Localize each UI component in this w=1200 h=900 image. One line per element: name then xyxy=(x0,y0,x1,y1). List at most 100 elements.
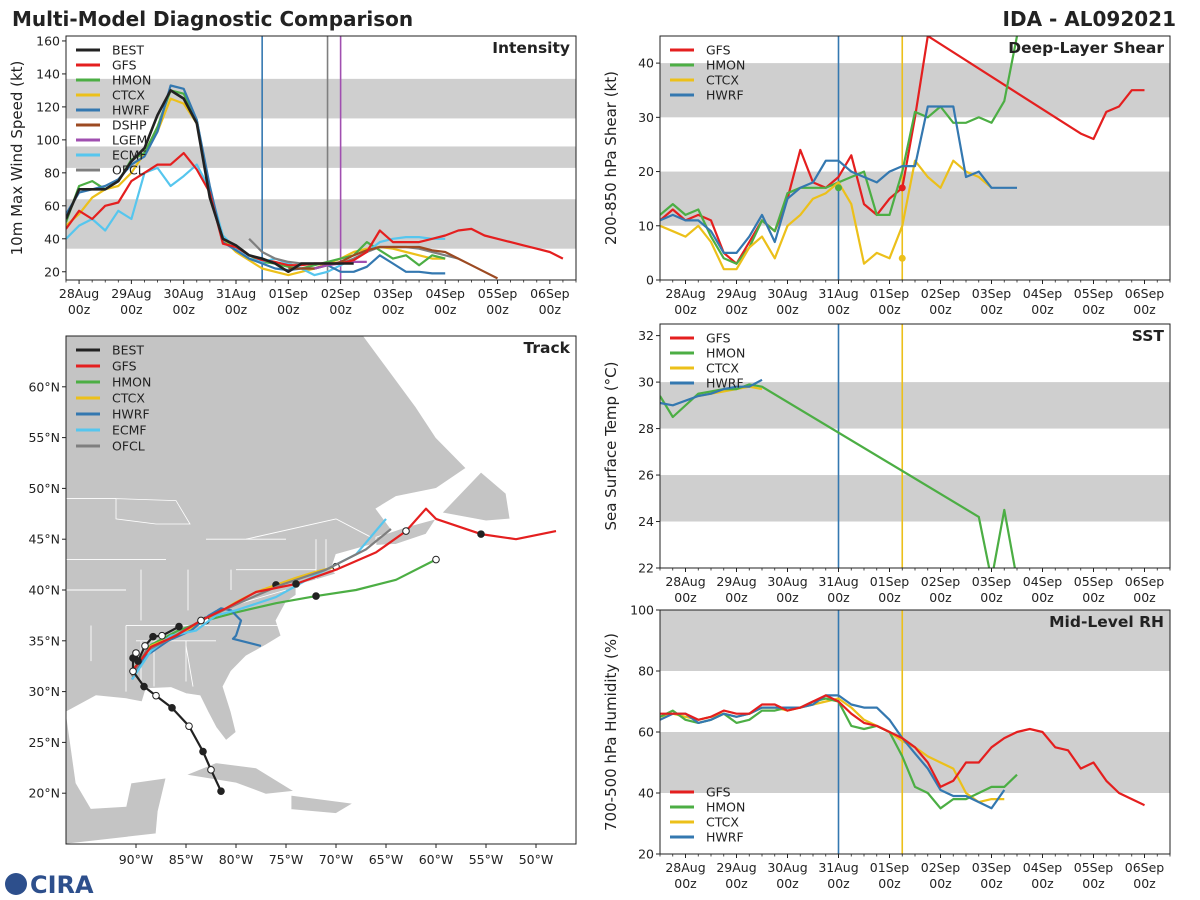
shear-hwrf-line xyxy=(660,105,1017,254)
x-tick-date: 03Sep xyxy=(373,286,413,301)
x-tick-date: 01Sep xyxy=(870,860,910,875)
shear-y-axis-label: 200-850 hPa Shear (kt) xyxy=(602,71,620,245)
shear-frame xyxy=(659,35,1171,281)
y-tick-label: 40 xyxy=(44,231,60,246)
legend-label-hwrf: HWRF xyxy=(112,407,150,422)
gfs-track-point xyxy=(197,616,205,625)
x-tick-date: 01Sep xyxy=(870,286,910,301)
legend-label-lgem: LGEM xyxy=(112,133,147,148)
sst-background xyxy=(660,324,1170,568)
x-tick-date: 29Aug xyxy=(716,286,756,301)
track-frame xyxy=(65,335,577,845)
y-tick-label: 10 xyxy=(638,218,654,233)
sst-y-axis-label: Sea Surface Temp (°C) xyxy=(602,361,620,530)
y-tick-label: 50°N xyxy=(28,481,60,496)
rh-frame xyxy=(659,609,1171,855)
sst-plot-area xyxy=(660,324,1170,568)
x-tick-hour: 00z xyxy=(776,876,799,891)
x-tick-date: 28Aug xyxy=(665,860,705,875)
state-border-5 xyxy=(185,645,194,687)
state-border-19 xyxy=(245,518,337,540)
shear-plot-area xyxy=(660,36,1170,280)
legend-label-hwrf: HWRF xyxy=(706,88,744,103)
x-tick-hour: 00z xyxy=(827,302,850,317)
shear-ctcx-line xyxy=(660,159,993,271)
lake-superior xyxy=(115,498,191,525)
y-tick-label: 100 xyxy=(630,603,654,618)
sst-panel-title: SST xyxy=(1132,327,1165,345)
x-tick-label: 90°W xyxy=(119,852,154,867)
figure-title: Multi-Model Diagnostic Comparison xyxy=(12,7,413,31)
x-tick-hour: 00z xyxy=(382,302,405,317)
state-border-20 xyxy=(335,518,372,538)
x-tick-date: 29Aug xyxy=(716,574,756,589)
x-tick-date: 28Aug xyxy=(665,574,705,589)
x-tick-hour: 00z xyxy=(776,302,799,317)
x-tick-date: 02Sep xyxy=(921,860,961,875)
x-tick-date: 03Sep xyxy=(972,286,1012,301)
y-tick-label: 25°N xyxy=(28,735,60,750)
hmon-track-point xyxy=(312,592,320,600)
legend-label-hmon: HMON xyxy=(112,73,151,88)
cira-logo: CIRA xyxy=(5,871,94,899)
best-track-point xyxy=(158,631,166,640)
shear-gfs-marker xyxy=(898,184,906,192)
x-tick-label: 70°W xyxy=(319,852,354,867)
x-tick-date: 30Aug xyxy=(767,860,807,875)
x-tick-hour: 00z xyxy=(225,302,248,317)
best-track-point xyxy=(175,622,183,631)
legend-label-hmon: HMON xyxy=(706,800,745,815)
intensity-hwrf-line xyxy=(66,84,446,275)
x-tick-label: 85°W xyxy=(169,852,204,867)
intensity-plot-area xyxy=(66,36,576,280)
x-tick-hour: 00z xyxy=(827,876,850,891)
best-track-point xyxy=(185,722,193,730)
rh-shaded-band xyxy=(660,610,1170,671)
legend-label-best: BEST xyxy=(112,343,144,358)
x-tick-hour: 00z xyxy=(1133,590,1156,605)
sst-hmon-line xyxy=(660,383,1017,568)
x-tick-date: 01Sep xyxy=(269,286,309,301)
x-tick-date: 31Aug xyxy=(818,574,858,589)
intensity-best-line xyxy=(66,89,354,274)
x-tick-date: 31Aug xyxy=(216,286,256,301)
x-tick-hour: 00z xyxy=(878,302,901,317)
y-tick-label: 100 xyxy=(36,132,60,147)
x-tick-hour: 00z xyxy=(725,876,748,891)
best-track-point xyxy=(132,649,140,657)
track-panel-title: Track xyxy=(524,339,571,357)
shear-shaded-band xyxy=(660,63,1170,118)
gfs-track-line xyxy=(131,507,557,672)
best-track-point xyxy=(140,682,148,691)
x-tick-hour: 00z xyxy=(1031,590,1054,605)
hwrf-track-line xyxy=(131,607,262,680)
x-tick-date: 05Sep xyxy=(478,286,518,301)
shear-gfs-line xyxy=(660,36,1145,265)
best-track-point xyxy=(152,691,160,700)
y-tick-label: 35°N xyxy=(28,633,60,648)
x-tick-date: 31Aug xyxy=(818,286,858,301)
rh-chart: 28Aug00z29Aug00z30Aug00z31Aug00z01Sep00z… xyxy=(602,603,1171,891)
y-tick-label: 140 xyxy=(36,66,60,81)
track-chart: 90°W 85°W 80°W 75°W 70°W 65°W 60°W 55°W 50°W 20°N… xyxy=(28,335,577,867)
x-tick-hour: 00z xyxy=(1082,876,1105,891)
x-tick-date: 04Sep xyxy=(1023,860,1063,875)
rh-hwrf-line xyxy=(660,694,1006,810)
x-tick-date: 03Sep xyxy=(972,574,1012,589)
intensity-ofcl-line xyxy=(248,238,459,265)
x-tick-date: 04Sep xyxy=(425,286,465,301)
y-tick-label: 20 xyxy=(638,164,654,179)
rh-shaded-band xyxy=(660,732,1170,793)
legend-label-hmon: HMON xyxy=(706,58,745,73)
intensity-frame xyxy=(65,35,577,281)
legend-label-hwrf: HWRF xyxy=(112,103,150,118)
y-tick-label: 40 xyxy=(638,56,654,71)
intensity-y-axis-label: 10m Max Wind Speed (kt) xyxy=(8,61,26,256)
logo-text: CIRA xyxy=(30,871,94,899)
intensity-chart: 28Aug00z29Aug00z30Aug00z31Aug00z01Sep00z… xyxy=(8,33,577,317)
legend-label-ctcx: CTCX xyxy=(112,88,145,103)
best-track-point xyxy=(129,667,137,676)
x-tick-hour: 00z xyxy=(277,302,300,317)
y-tick-label: 32 xyxy=(638,328,654,343)
x-tick-hour: 00z xyxy=(929,590,952,605)
